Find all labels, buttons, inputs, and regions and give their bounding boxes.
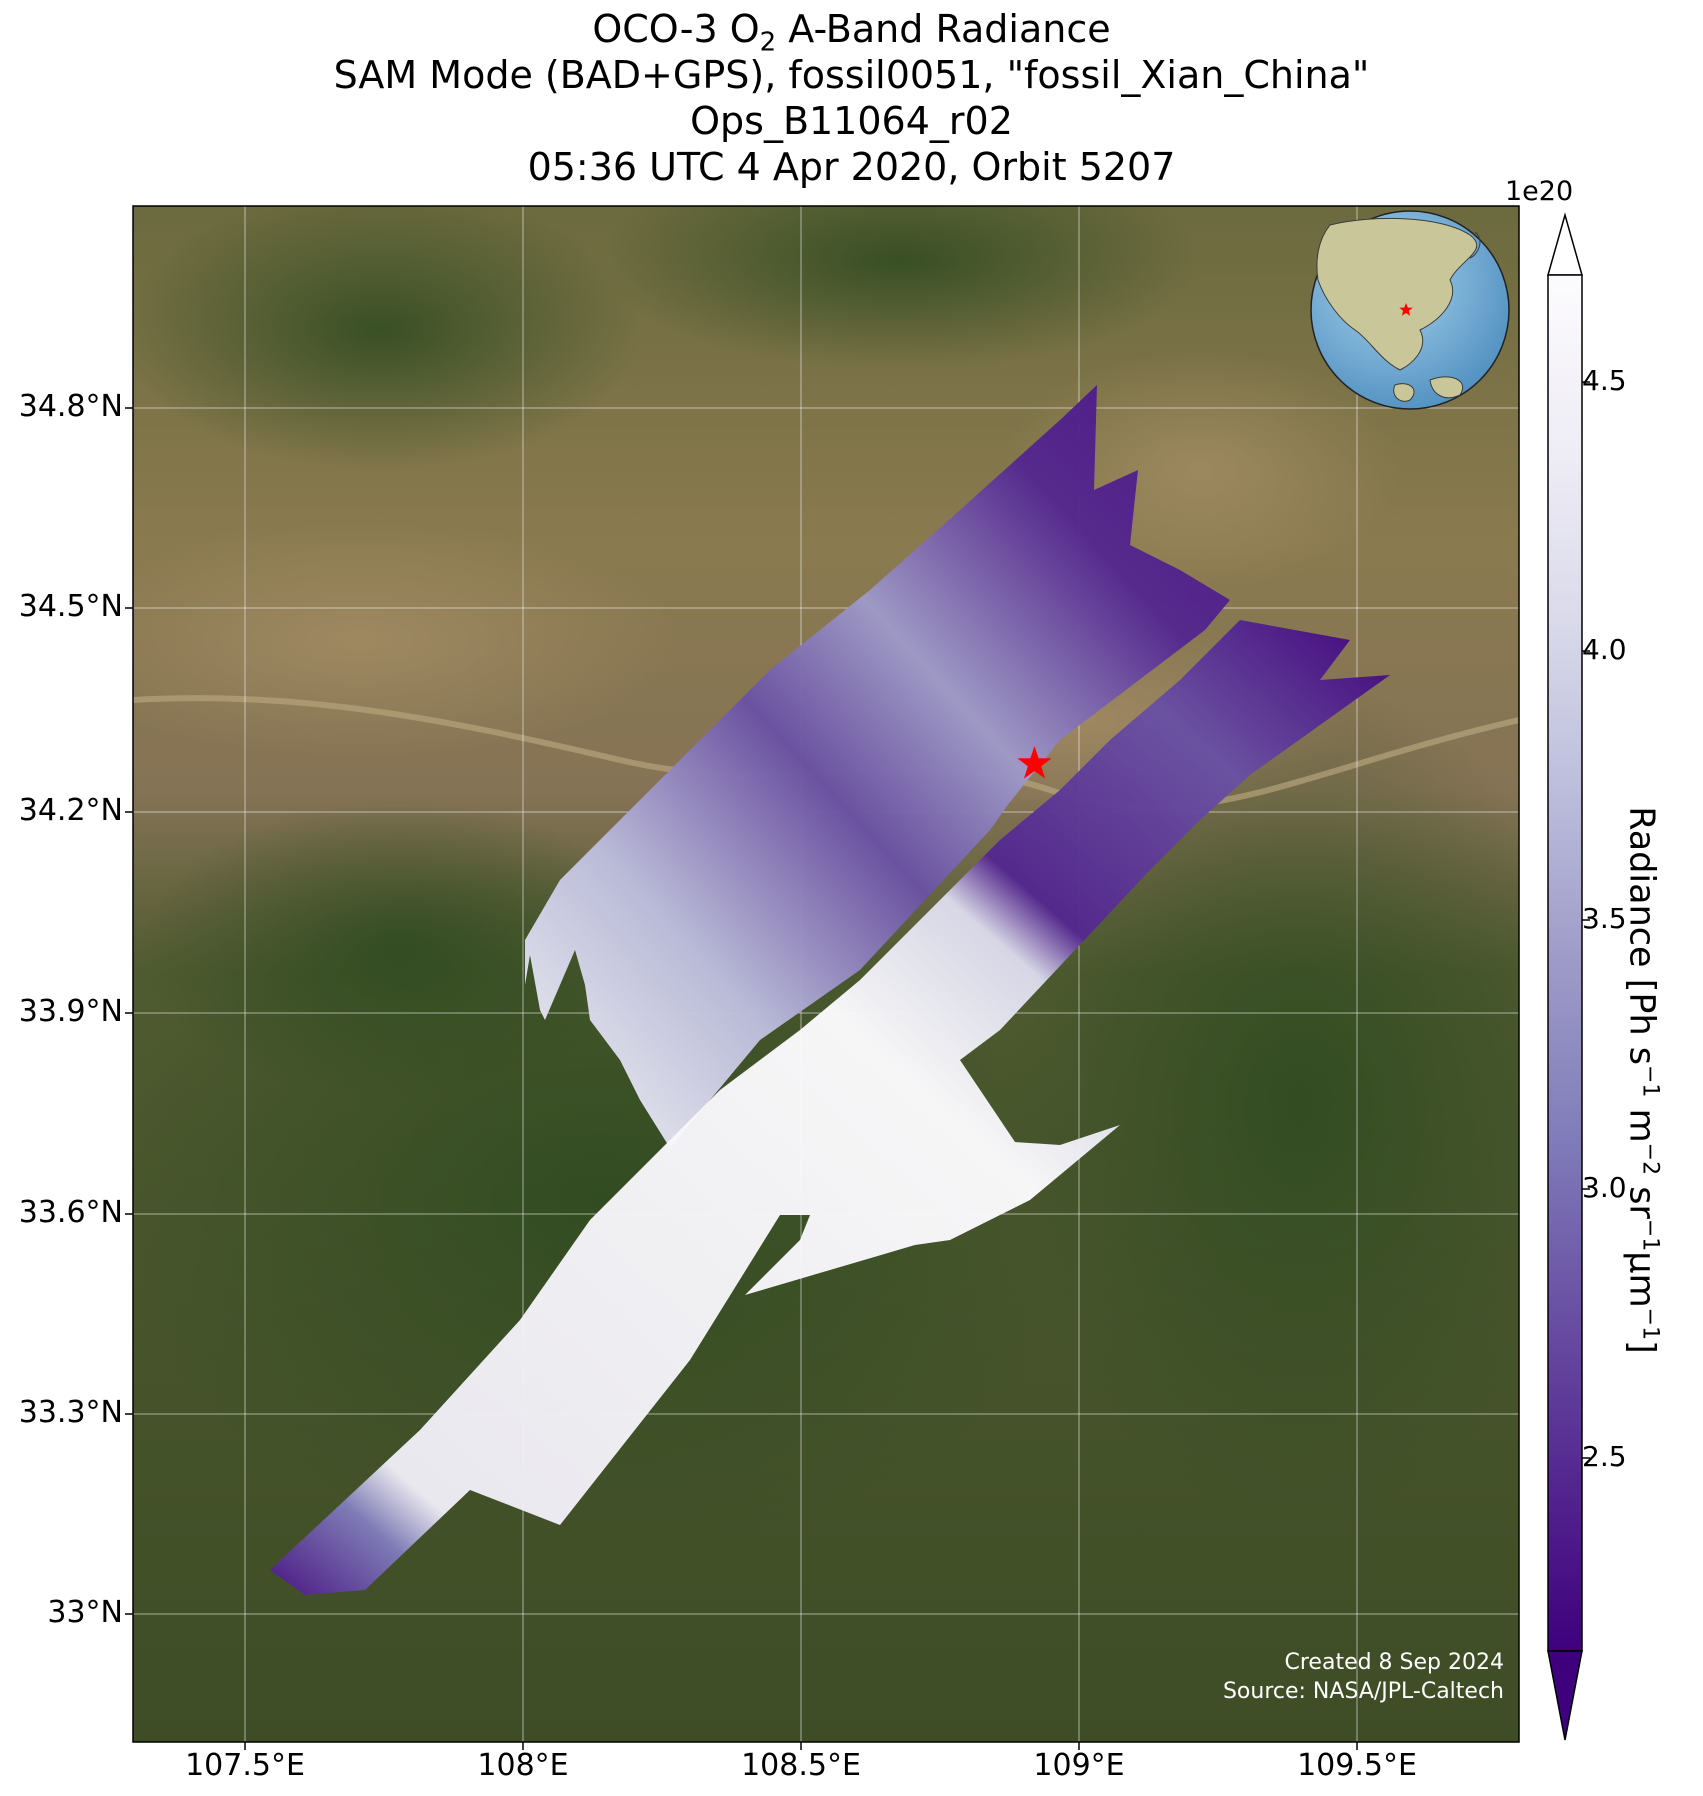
lat-label-34-5: 34.5°N	[18, 589, 123, 624]
colorbar-exponent: 1e20	[1505, 176, 1574, 207]
swath-southeast	[270, 620, 1390, 1595]
created-date-text: Created 8 Sep 2024	[1284, 1650, 1505, 1675]
globe-star	[1399, 303, 1413, 316]
chart-title-line3: Ops_B11064_r02	[690, 99, 1013, 143]
inset-globe	[1310, 210, 1510, 410]
map-frame	[132, 205, 1520, 1743]
colorbar-tick-2-5: 2.5	[1582, 1440, 1627, 1473]
lat-label-33: 33°N	[47, 1595, 123, 1630]
swath-northwest	[525, 385, 1230, 1148]
lon-label-109-5: 109.5°E	[1297, 1748, 1417, 1783]
lon-label-107-5: 107.5°E	[185, 1748, 305, 1783]
chart-title-line2: SAM Mode (BAD+GPS), fossil0051, "fossil_…	[333, 53, 1370, 97]
globe-target-star	[1399, 303, 1413, 316]
colorbar-tick-3-5: 3.5	[1582, 902, 1627, 935]
colorbar	[1547, 212, 1590, 1741]
lat-label-33-6: 33.6°N	[18, 1195, 123, 1230]
colorbar-tick-3-0: 3.0	[1582, 1171, 1627, 1204]
colorbar-tick-4-0: 4.0	[1582, 633, 1627, 666]
chart-title-line1: OCO-3 O2 A-Band Radiance	[592, 7, 1111, 58]
colorbar-tick-4-5: 4.5	[1582, 364, 1627, 397]
lon-label-109: 109°E	[1033, 1748, 1125, 1783]
axis-ticks	[125, 407, 1358, 1750]
lat-label-34-2: 34.2°N	[18, 793, 123, 828]
chart-title-line4: 05:36 UTC 4 Apr 2020, Orbit 5207	[527, 145, 1176, 189]
lon-label-108: 108°E	[477, 1748, 569, 1783]
radiance-swaths	[270, 385, 1390, 1595]
source-credit-text: Source: NASA/JPL-Caltech	[1222, 1679, 1504, 1704]
lat-label-33-9: 33.9°N	[18, 994, 123, 1029]
colorbar-label: Radiance [Ph s−1 m−2 sr−1μm−1]	[1621, 806, 1663, 1354]
lat-label-34-8: 34.8°N	[18, 389, 123, 424]
lon-label-108-5: 108.5°E	[741, 1748, 861, 1783]
target-star	[1017, 746, 1052, 779]
target-star-marker	[1017, 746, 1052, 779]
lat-label-33-3: 33.3°N	[18, 1395, 123, 1430]
